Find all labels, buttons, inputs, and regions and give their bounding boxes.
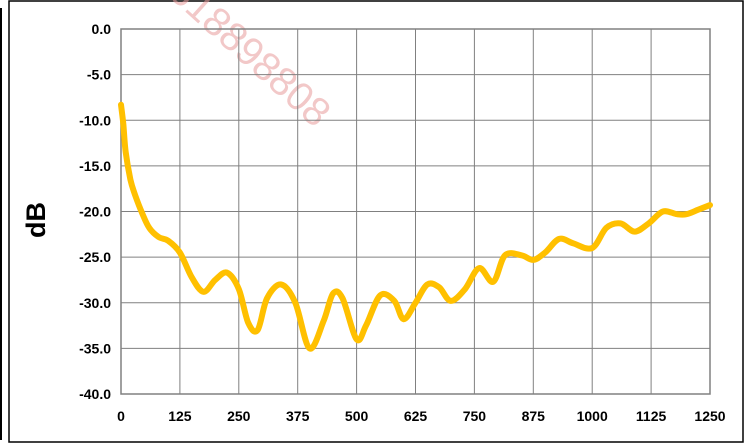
plot-area-border (120, 28, 711, 395)
x-axis-tick-labels: 0 125 250 375 500 625 750 875 1000 1125 1250 (117, 408, 726, 424)
y-tick-label: -5.0 (87, 67, 111, 83)
x-tick-label: 1125 (636, 408, 667, 424)
x-tick-label: 1000 (577, 408, 608, 424)
x-tick-label: 625 (404, 408, 428, 424)
data-series (118, 101, 713, 352)
x-tick-label: 375 (286, 408, 310, 424)
x-tick-label: 250 (227, 408, 251, 424)
x-tick-label: 0 (117, 408, 125, 424)
y-tick-label: -40.0 (79, 386, 111, 402)
x-tick-label: 750 (463, 408, 487, 424)
x-tick-label: 125 (168, 408, 192, 424)
chart-frame (8, 0, 744, 443)
y-tick-label: -25.0 (79, 249, 111, 265)
series-line (118, 101, 713, 352)
y-axis-tick-labels: 0.0 -5.0 -10.0 -15.0 -20.0 -25.0 -30.0 -35.0 -40… (79, 21, 111, 402)
y-tick-label: -10.0 (79, 112, 111, 128)
y-axis-title: dB (21, 202, 51, 238)
y-tick-label: -35.0 (79, 340, 111, 356)
y-tick-label: 0.0 (92, 21, 112, 37)
x-tick-label: 1250 (694, 408, 725, 424)
y-tick-label: -20.0 (79, 204, 111, 220)
y-tick-label: -30.0 (79, 295, 111, 311)
x-tick-label: 875 (522, 408, 546, 424)
y-tick-label: -15.0 (79, 158, 111, 174)
x-tick-label: 500 (345, 408, 369, 424)
